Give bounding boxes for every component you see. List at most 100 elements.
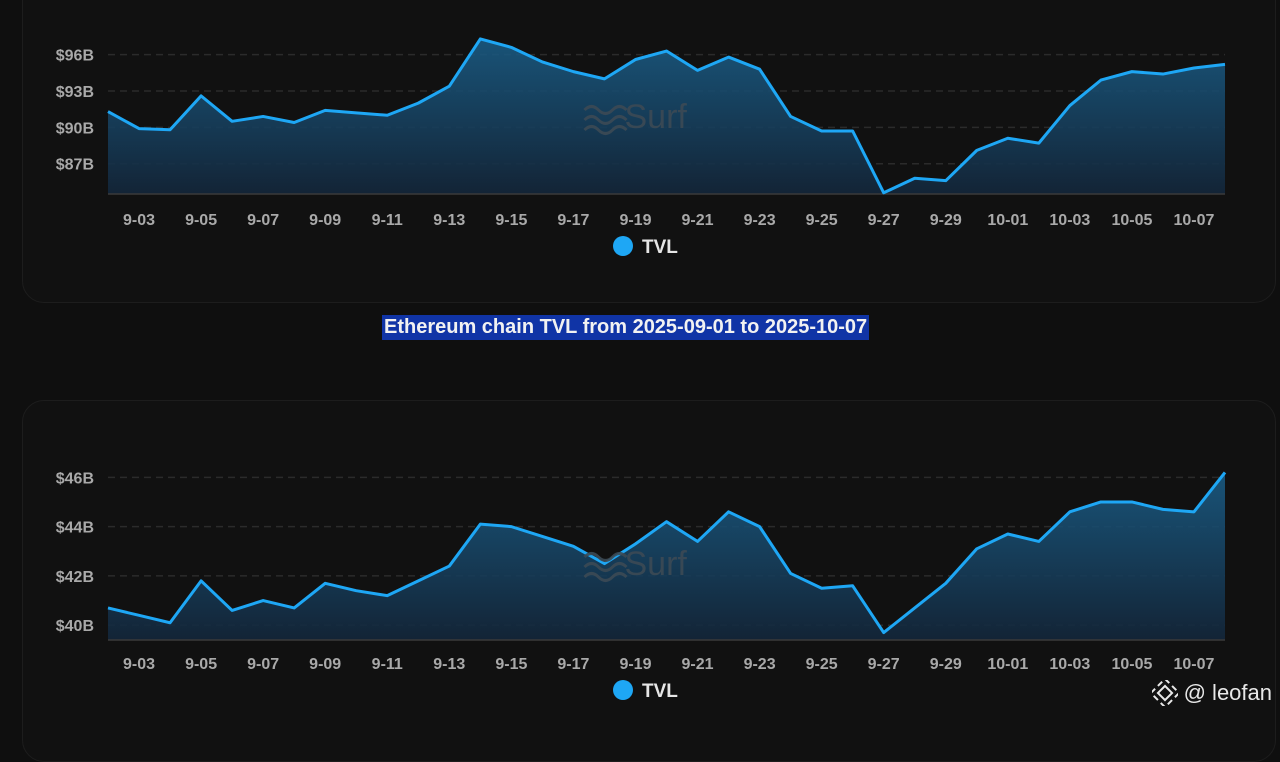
- tvl-point: [975, 547, 978, 550]
- tvl-point: [355, 589, 358, 592]
- x-tick-label: 9-03: [123, 656, 155, 673]
- tvl-point: [262, 115, 265, 118]
- tvl-point: [448, 565, 451, 568]
- tvl-point: [975, 149, 978, 152]
- x-tick-label: 9-25: [806, 212, 838, 229]
- tvl-point: [1224, 471, 1227, 474]
- tvl-point: [479, 37, 482, 40]
- tvl-point: [572, 545, 575, 548]
- tvl-point: [231, 120, 234, 123]
- tvl-point: [448, 85, 451, 88]
- tvl-chart-top: $96B $93B $90B $87B Surf 9-03 9-05 9-07 9-09 9-11…: [56, 37, 1226, 258]
- surf-watermark: Surf: [583, 545, 687, 583]
- tvl-point: [789, 572, 792, 575]
- tvl-point: [913, 606, 916, 609]
- tvl-point: [944, 179, 947, 182]
- x-tick-label: 9-19: [619, 656, 651, 673]
- x-tick-label: 10-07: [1174, 656, 1215, 673]
- tvl-point: [169, 621, 172, 624]
- x-tick-label: 10-07: [1174, 212, 1215, 229]
- x-tick-label: 10-05: [1111, 212, 1152, 229]
- tvl-point: [355, 111, 358, 114]
- x-tick-label: 9-25: [806, 656, 838, 673]
- tvl-point: [1037, 142, 1040, 145]
- tvl-point: [727, 56, 730, 59]
- x-tick-label: 10-05: [1111, 656, 1152, 673]
- x-tick-label: 9-19: [619, 212, 651, 229]
- tvl-point: [882, 191, 885, 194]
- x-tick-label: 10-01: [987, 212, 1028, 229]
- credit: @ leofan: [1151, 680, 1272, 706]
- tvl-point: [1006, 533, 1009, 536]
- tvl-point: [944, 582, 947, 585]
- x-tick-label: 9-11: [372, 656, 403, 673]
- tvl-point: [200, 94, 203, 97]
- tvl-point: [200, 579, 203, 582]
- x-tick-label: 9-09: [309, 212, 341, 229]
- tvl-point: [1068, 510, 1071, 513]
- watermark-text: Surf: [625, 98, 688, 136]
- surf-waves-icon: [583, 552, 628, 582]
- y-tick-label: $87B: [56, 157, 94, 174]
- x-tick-label: 9-15: [495, 212, 527, 229]
- x-tick-label: 9-13: [433, 656, 465, 673]
- tvl-line: [107, 37, 1226, 195]
- x-tick-label: 9-07: [247, 212, 279, 229]
- tvl-chart-bottom: $46B $44B $42B $40B Surf 9-03 9-05 9-07 9-09 9-11…: [56, 470, 1227, 702]
- tvl-point: [1006, 137, 1009, 140]
- x-tick-label: 9-09: [309, 656, 341, 673]
- tvl-point: [417, 579, 420, 582]
- tvl-point: [293, 121, 296, 124]
- tvl-point: [882, 631, 885, 634]
- tvl-area: [108, 38, 1225, 195]
- tvl-point: [541, 60, 544, 63]
- x-tick-label: 9-29: [930, 656, 962, 673]
- tvl-point: [293, 606, 296, 609]
- tvl-point: [510, 525, 513, 528]
- y-tick-label: $40B: [56, 618, 94, 635]
- x-tick-label: 9-15: [495, 656, 527, 673]
- tvl-point: [1161, 508, 1164, 511]
- wave-stroke: [583, 125, 628, 135]
- x-tick-label: 9-29: [930, 212, 962, 229]
- y-tick-label: $96B: [56, 48, 94, 65]
- tvl-point: [696, 69, 699, 72]
- tvl-point: [138, 614, 141, 617]
- x-tick-label: 9-13: [433, 212, 465, 229]
- y-tick-label: $44B: [56, 520, 94, 537]
- tvl-point: [386, 114, 389, 117]
- x-tick-label: 9-21: [682, 212, 714, 229]
- x-tick-label: 9-23: [744, 212, 776, 229]
- x-tick-label: 9-27: [868, 656, 900, 673]
- x-tick-label: 9-03: [123, 212, 155, 229]
- tvl-line: [107, 471, 1227, 635]
- binance-icon: [1151, 680, 1178, 706]
- tvl-point: [603, 77, 606, 80]
- tvl-point: [417, 102, 420, 105]
- tvl-point: [1037, 540, 1040, 543]
- y-tick-label: $93B: [56, 84, 94, 101]
- legend-label: TVL: [642, 681, 678, 702]
- tvl-point: [1099, 79, 1102, 82]
- tvl-point: [789, 115, 792, 118]
- tvl-point: [169, 128, 172, 131]
- tvl-point: [758, 68, 761, 71]
- tvl-point: [820, 587, 823, 590]
- tvl-point: [820, 129, 823, 132]
- x-tick-label: 10-01: [987, 656, 1028, 673]
- x-tick-label: 10-03: [1049, 212, 1090, 229]
- wave-stroke: [583, 115, 628, 125]
- tvl-point: [758, 525, 761, 528]
- tvl-area: [108, 472, 1225, 640]
- tvl-point: [541, 535, 544, 538]
- surf-waves-icon: [583, 105, 628, 135]
- tvl-point: [696, 540, 699, 543]
- chart-caption: Ethereum chain TVL from 2025-09-01 to 20…: [382, 315, 870, 340]
- x-tick-label: 9-21: [682, 656, 714, 673]
- wave-stroke: [583, 552, 628, 562]
- tvl-point: [1099, 500, 1102, 503]
- wave-stroke: [583, 572, 628, 582]
- tvl-point: [665, 50, 668, 53]
- wave-stroke: [583, 562, 628, 572]
- x-tick-label: 9-23: [744, 656, 776, 673]
